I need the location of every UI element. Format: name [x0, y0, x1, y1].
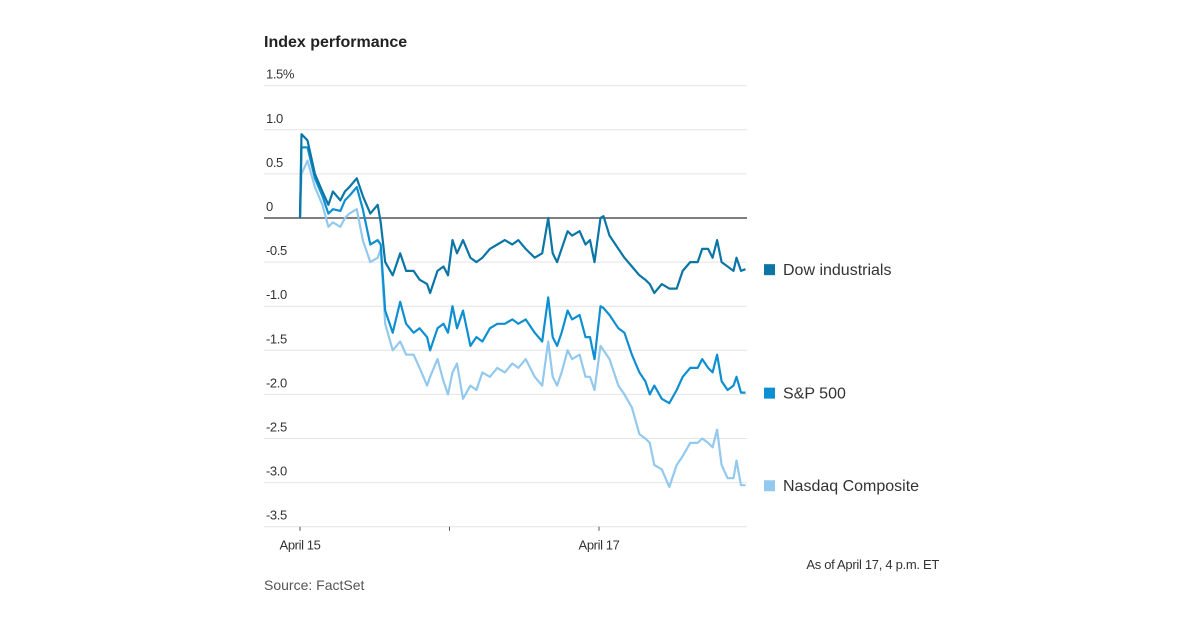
y-tick-label: 0.5 [266, 155, 283, 170]
x-tick-label: April 17 [579, 538, 620, 553]
legend-swatch [764, 480, 775, 492]
y-tick-label: 0 [266, 199, 273, 214]
as-of-note: As of April 17, 4 p.m. ET [806, 557, 939, 572]
y-tick-label: -3.0 [266, 464, 287, 479]
y-tick-label: -1.5 [266, 331, 287, 346]
y-tick-label: -0.5 [266, 243, 287, 258]
y-tick-label: -2.5 [266, 420, 287, 435]
series-line-dow-industrials [298, 133, 746, 295]
series-line-nasdaq-composite [298, 159, 746, 489]
y-tick-label: -3.5 [266, 508, 287, 523]
legend-swatch [764, 264, 775, 276]
y-axis-ticks: 1.5% 1.0 0.5 0 -0.5 -1.0 -1.5 -2.0 -2.5 -3.0 -3.5 [266, 67, 295, 523]
legend-label: Nasdaq Composite [783, 478, 919, 495]
y-tick-label: 1.5% [266, 67, 295, 82]
series-line-s-p-500 [298, 146, 746, 405]
gridlines [264, 85, 747, 528]
y-tick-label: -1.0 [266, 287, 287, 302]
x-axis-ticks: April 15 April 17 [280, 526, 620, 553]
series-lines [298, 133, 746, 489]
legend: Dow industrials S&P 500 Nasdaq Composite [764, 262, 919, 495]
x-tick-label: April 15 [280, 538, 321, 553]
y-tick-label: -2.0 [266, 375, 287, 390]
source-note: Source: FactSet [264, 577, 365, 593]
legend-swatch [764, 387, 775, 399]
y-tick-label: 1.0 [266, 111, 283, 126]
legend-label: Dow industrials [783, 262, 891, 279]
legend-label: S&P 500 [783, 386, 846, 403]
chart-title: Index performance [264, 34, 408, 51]
